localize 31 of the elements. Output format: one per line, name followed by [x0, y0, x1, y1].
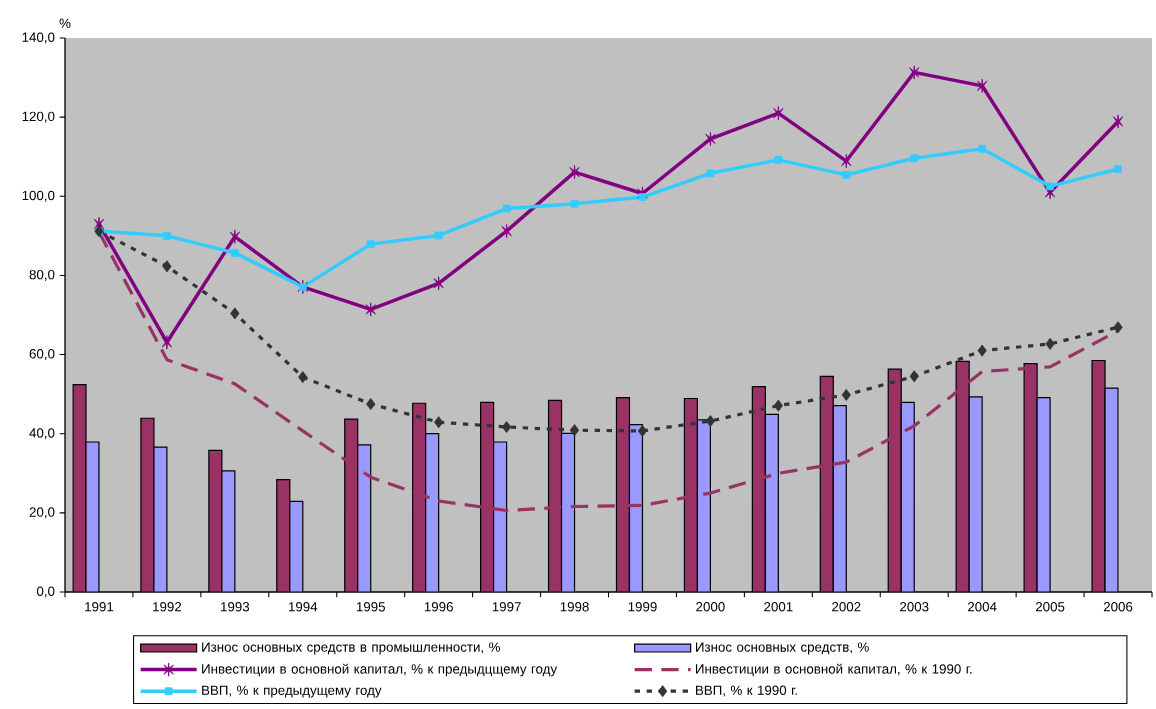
- y-tick-label: 80,0: [29, 269, 55, 281]
- legend-label: Износ основных средств в промышленности, %: [202, 642, 500, 655]
- x-tick-label: 1995: [356, 602, 385, 612]
- x-tick-label: 2000: [696, 602, 725, 612]
- x-tick-label: 2005: [1035, 602, 1065, 612]
- x-tick-label: 1992: [153, 602, 182, 612]
- y-tick-label: 60,0: [29, 349, 55, 361]
- y-tick-label: 120,0: [22, 111, 55, 123]
- x-tick-label: 2003: [900, 602, 929, 612]
- y-tick-label: 100,0: [22, 190, 55, 202]
- x-tick-label: 2006: [1103, 602, 1133, 612]
- y-tick-label: 140,0: [22, 32, 55, 44]
- x-tick-label: 2002: [832, 602, 861, 612]
- x-tick-label: 1996: [424, 602, 453, 612]
- y-tick-label: 0,0: [36, 586, 55, 598]
- legend-label: Инвестиции в основной капитал, % к 1990 г.: [696, 663, 972, 677]
- y-tick-label: 40,0: [29, 428, 55, 440]
- y-tick-label: 20,0: [29, 507, 55, 519]
- legend-label: ВВП, % к предыдущему году: [202, 685, 382, 698]
- x-tick-label: 2004: [968, 602, 997, 612]
- y-axis-title: %: [59, 18, 71, 28]
- x-tick-label: 1991: [85, 602, 114, 612]
- x-tick-label: 2001: [764, 602, 793, 612]
- x-tick-label: 1993: [221, 602, 250, 612]
- x-tick-label: 1999: [628, 602, 657, 612]
- x-tick-label: 1994: [288, 602, 318, 612]
- x-tick-label: 1998: [560, 602, 589, 612]
- x-tick-label: 1997: [492, 602, 521, 612]
- legend-label: Инвестиции в основной капитал, % к предыдцщему году: [202, 663, 558, 677]
- legend-label: Износ основных средств, %: [696, 642, 869, 655]
- legend-label: ВВП, % к 1990 г.: [696, 685, 797, 697]
